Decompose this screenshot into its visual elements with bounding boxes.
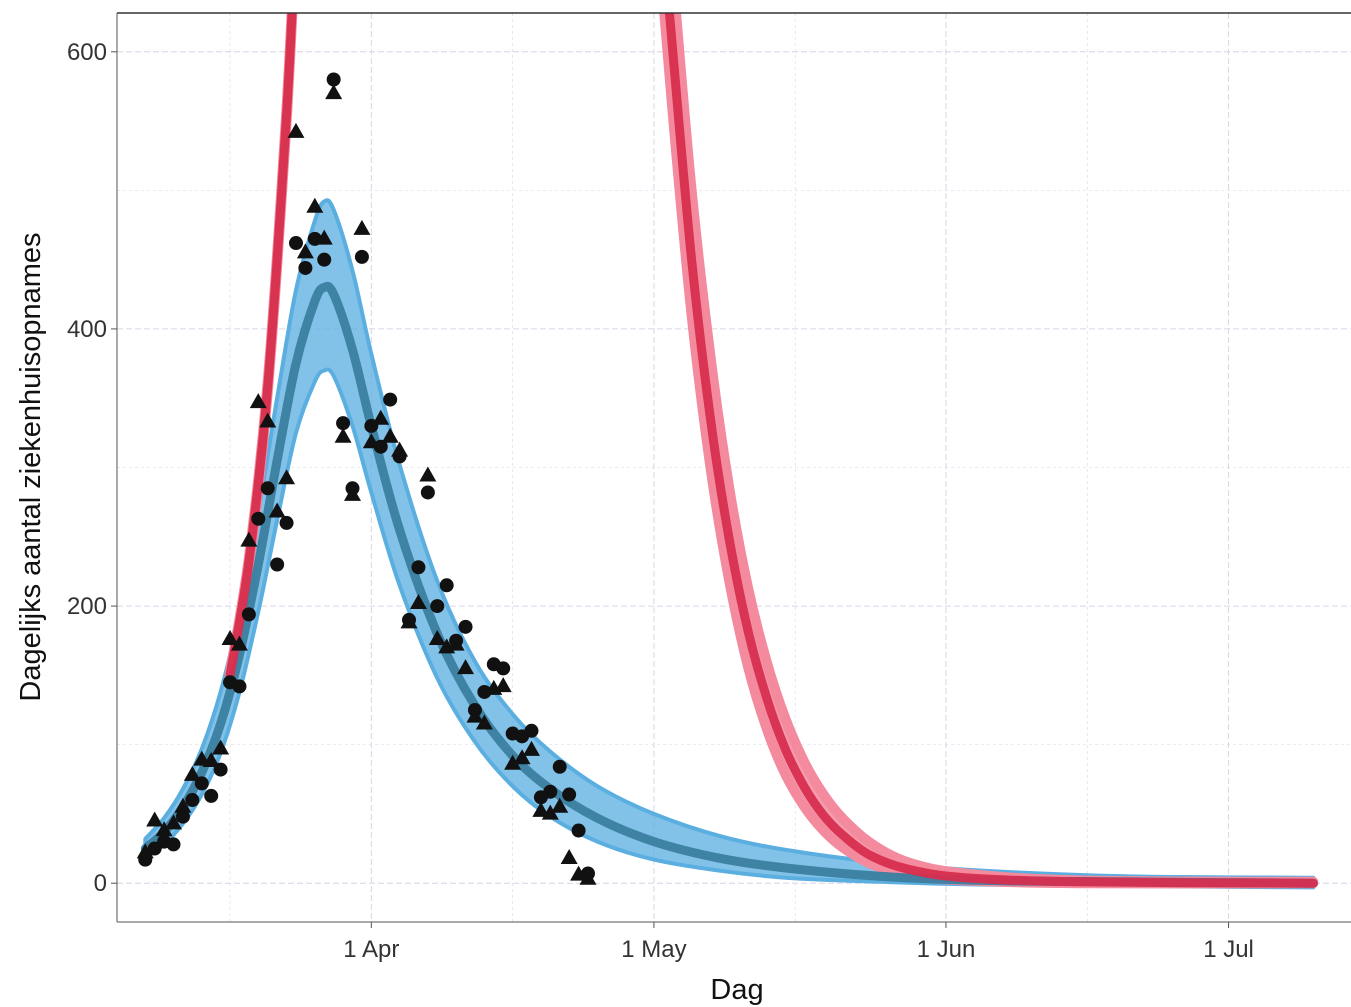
data-point-circle <box>298 261 312 275</box>
data-point-circle <box>383 393 397 407</box>
y-tick-label: 600 <box>67 39 107 66</box>
data-point-circle <box>355 250 369 264</box>
data-point-circle <box>204 789 218 803</box>
x-axis-title: Dag <box>710 974 763 1006</box>
data-point-circle <box>270 557 284 571</box>
data-point-circle <box>232 679 246 693</box>
data-point-circle <box>459 620 473 634</box>
y-tick-label: 0 <box>94 870 107 897</box>
data-point-circle <box>496 661 510 675</box>
data-point-circle <box>421 485 435 499</box>
data-point-circle <box>167 837 181 851</box>
data-point-circle <box>524 724 538 738</box>
data-point-circle <box>280 516 294 530</box>
x-tick-label: 1 May <box>621 936 686 963</box>
data-point-circle <box>572 824 586 838</box>
y-tick-label: 400 <box>67 316 107 343</box>
data-point-circle <box>430 599 444 613</box>
y-tick-label: 200 <box>67 593 107 620</box>
data-point-circle <box>543 785 557 799</box>
data-point-circle <box>317 253 331 267</box>
data-point-circle <box>261 481 275 495</box>
data-point-circle <box>411 560 425 574</box>
data-point-circle <box>251 512 265 526</box>
data-point-circle <box>242 607 256 621</box>
data-point-circle <box>440 578 454 592</box>
plot-background <box>117 13 1351 922</box>
x-tick-label: 1 Apr <box>343 936 399 963</box>
data-point-circle <box>553 760 567 774</box>
data-point-circle <box>562 788 576 802</box>
x-tick-label: 1 Jun <box>917 936 976 963</box>
data-point-circle <box>185 793 199 807</box>
x-tick-label: 1 Jul <box>1203 936 1254 963</box>
data-point-circle <box>289 236 303 250</box>
y-axis-title: Dagelijks aantal ziekenhuisopnames <box>15 232 47 701</box>
